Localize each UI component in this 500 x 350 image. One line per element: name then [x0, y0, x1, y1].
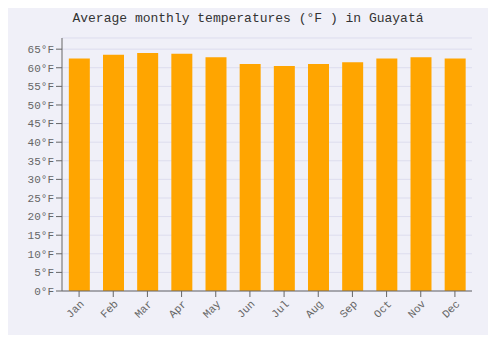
svg-text:Feb: Feb — [98, 298, 120, 320]
svg-text:60°F: 60°F — [28, 63, 54, 75]
svg-text:45°F: 45°F — [28, 118, 54, 130]
svg-text:Sep: Sep — [338, 298, 360, 320]
svg-text:Oct: Oct — [372, 298, 394, 320]
svg-text:Aug: Aug — [303, 298, 325, 320]
svg-text:35°F: 35°F — [28, 156, 54, 168]
svg-text:55°F: 55°F — [28, 81, 54, 93]
svg-text:65°F: 65°F — [28, 44, 54, 56]
svg-text:May: May — [201, 298, 224, 321]
svg-text:Mar: Mar — [133, 298, 155, 320]
svg-text:Apr: Apr — [167, 298, 189, 320]
svg-text:10°F: 10°F — [28, 249, 54, 261]
svg-text:Jan: Jan — [64, 298, 86, 320]
svg-text:25°F: 25°F — [28, 193, 54, 205]
svg-text:Jul: Jul — [269, 298, 291, 320]
svg-text:20°F: 20°F — [28, 211, 54, 223]
svg-text:40°F: 40°F — [28, 137, 54, 149]
svg-text:5°F: 5°F — [34, 267, 54, 279]
svg-text:Nov: Nov — [406, 298, 429, 321]
svg-text:Dec: Dec — [440, 298, 462, 320]
svg-text:50°F: 50°F — [28, 100, 54, 112]
svg-text:15°F: 15°F — [28, 230, 54, 242]
svg-text:30°F: 30°F — [28, 174, 54, 186]
svg-text:0°F: 0°F — [34, 286, 54, 298]
svg-text:Jun: Jun — [235, 298, 257, 320]
html-text:Average monthly temperatures (: Average monthly temperatures (°F ) in Gu… — [72, 11, 424, 26]
